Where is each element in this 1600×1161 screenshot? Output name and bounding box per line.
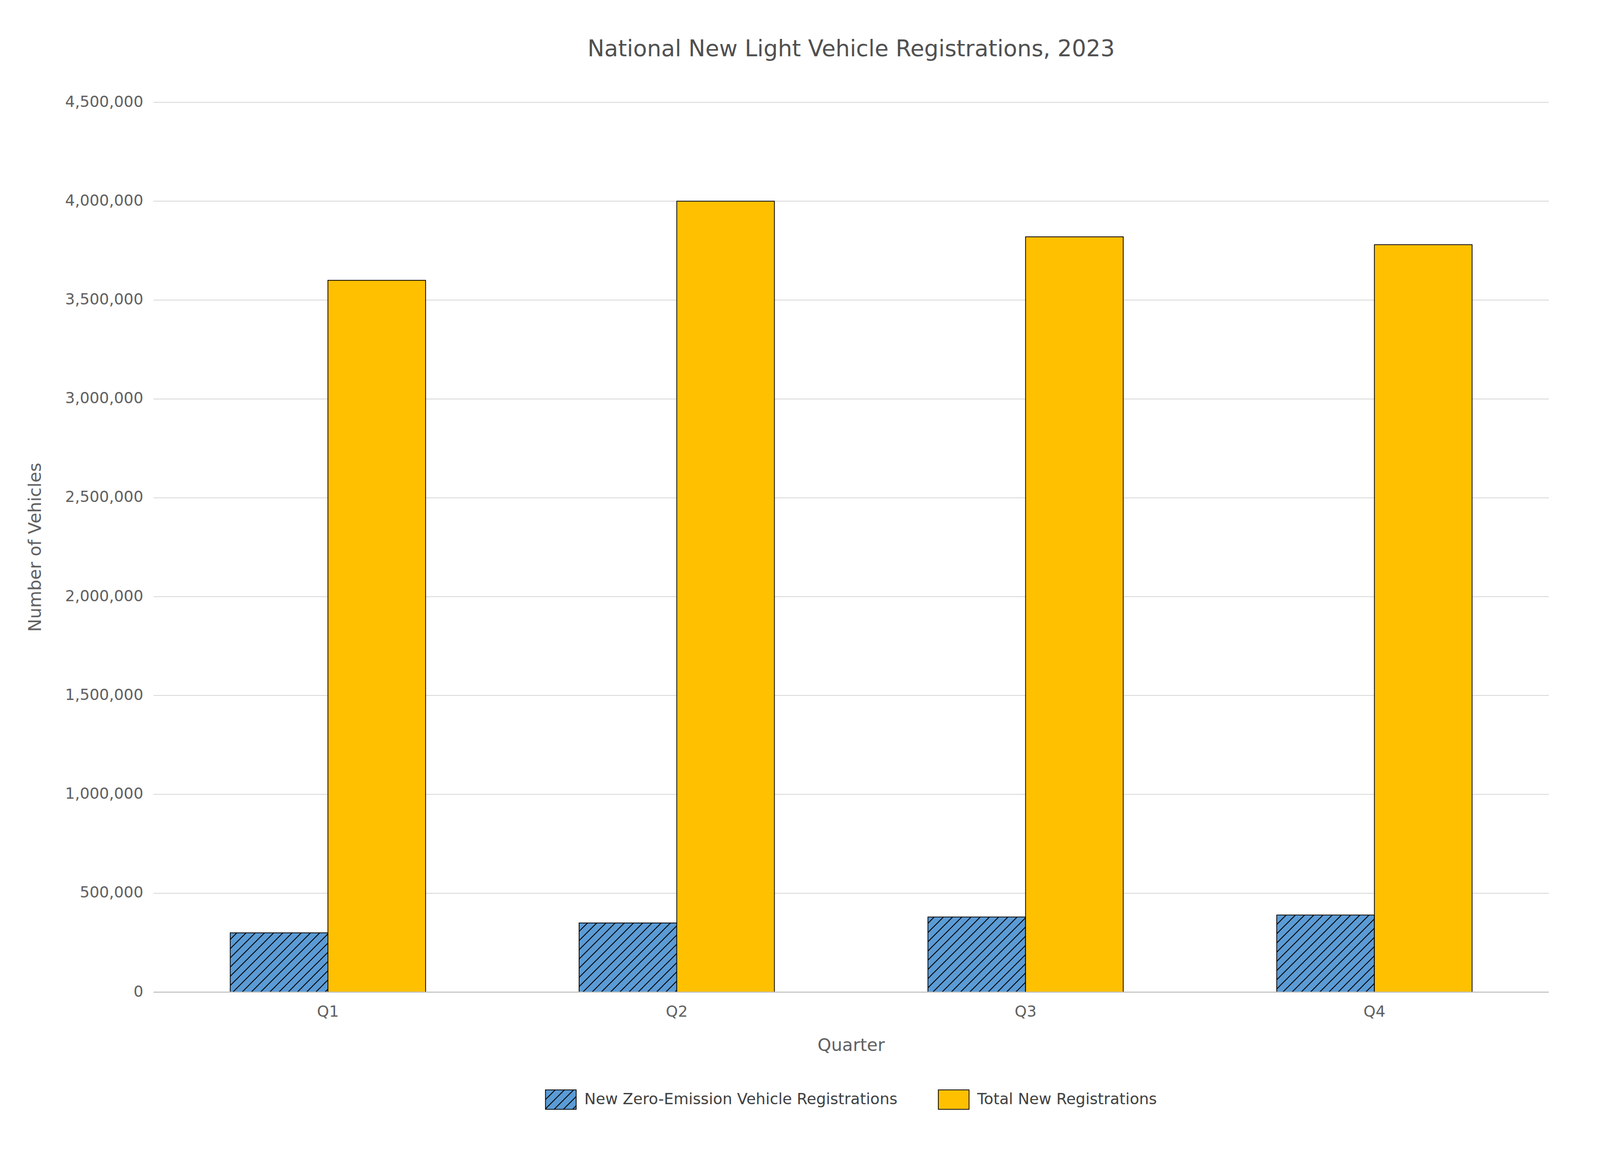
y-tick-label: 2,000,000 <box>64 586 144 605</box>
x-axis-label: Quarter <box>817 1034 885 1056</box>
y-tick-label: 500,000 <box>79 883 144 902</box>
legend-swatch <box>938 1089 970 1110</box>
x-tick-label: Q3 <box>1014 1002 1037 1021</box>
chart-container: National New Light Vehicle Registrations… <box>0 0 1600 1161</box>
y-tick-label: 1,500,000 <box>64 685 144 704</box>
y-tick-label: 4,500,000 <box>64 92 144 111</box>
grid-line <box>153 991 1549 993</box>
bar <box>327 280 426 993</box>
bars <box>230 201 1473 993</box>
y-tick-label: 1,000,000 <box>64 784 144 803</box>
x-tick-label: Q1 <box>317 1002 340 1021</box>
grid-line <box>153 101 1549 103</box>
legend-item: Total New Registrations <box>938 1089 1157 1110</box>
y-ticks: 0 500,000 1,000,000 1,500,000 2,000,000 2,500… <box>64 92 144 1001</box>
bar <box>676 201 775 993</box>
x-ticks: Q1 Q2 Q3 Q4 <box>317 1002 1386 1021</box>
y-axis-label: Number of Vehicles <box>24 462 46 632</box>
background <box>0 0 1600 1161</box>
legend: New Zero-Emission Vehicle Registrations T… <box>545 1089 1157 1110</box>
x-tick-label: Q4 <box>1363 1002 1386 1021</box>
legend-swatch <box>545 1089 577 1110</box>
grid-line <box>153 200 1549 202</box>
grid <box>153 102 1549 993</box>
legend-label: New Zero-Emission Vehicle Registrations <box>584 1089 898 1108</box>
bar <box>579 923 677 993</box>
bar <box>927 916 1026 993</box>
bar <box>1276 914 1375 993</box>
x-axis-line <box>153 991 1549 993</box>
bar <box>230 932 328 993</box>
series <box>327 201 1473 993</box>
y-tick-label: 0 <box>133 982 144 1001</box>
y-tick-label: 3,500,000 <box>64 290 144 309</box>
y-tick-label: 2,500,000 <box>64 487 144 506</box>
legend-item: New Zero-Emission Vehicle Registrations <box>545 1089 898 1110</box>
title: National New Light Vehicle Registrations… <box>587 35 1115 62</box>
x-tick-label: Q2 <box>665 1002 688 1021</box>
chart-svg: National New Light Vehicle Registrations… <box>0 0 1600 1161</box>
y-tick-label: 4,000,000 <box>64 191 144 210</box>
legend-label: Total New Registrations <box>976 1089 1157 1108</box>
bar <box>1374 244 1473 993</box>
bar <box>1025 236 1124 993</box>
y-tick-label: 3,000,000 <box>64 388 144 407</box>
